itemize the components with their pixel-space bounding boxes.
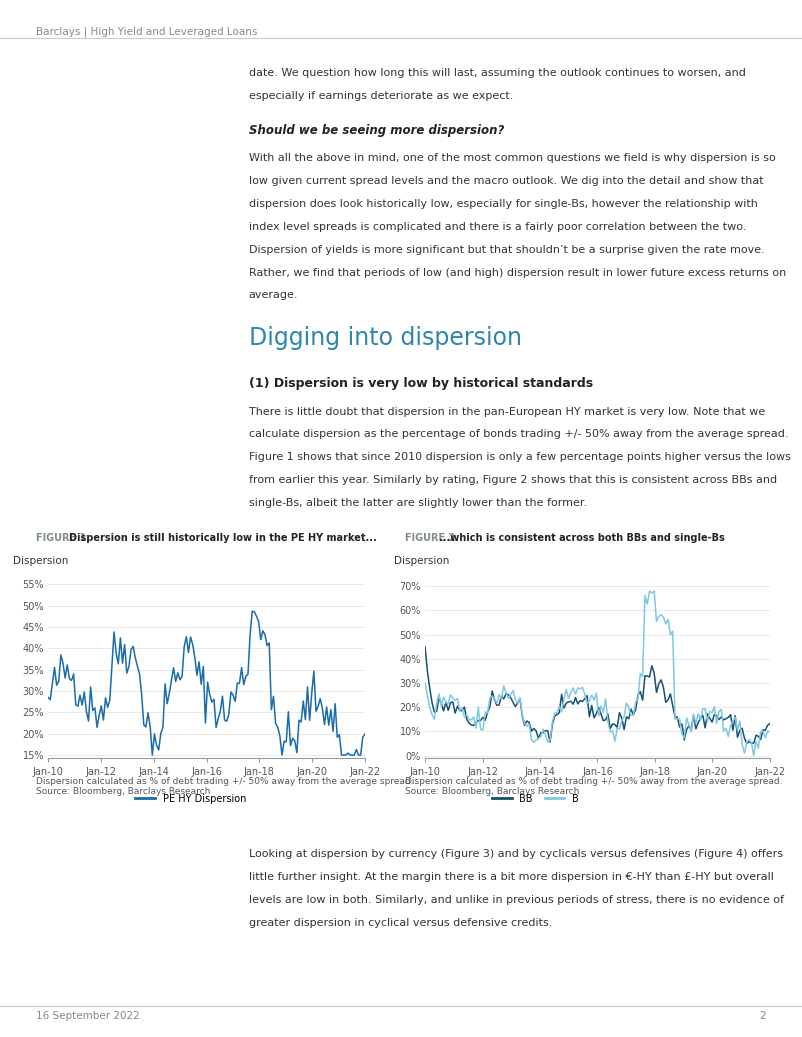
Text: Dispersion of yields is more significant but that shouldn’t be a surprise given : Dispersion of yields is more significant… (249, 245, 764, 255)
Text: little further insight. At the margin there is a bit more dispersion in €-HY tha: little further insight. At the margin th… (249, 872, 773, 882)
Text: Rather, we find that periods of low (and high) dispersion result in lower future: Rather, we find that periods of low (and… (249, 268, 786, 278)
Text: greater dispersion in cyclical versus defensive credits.: greater dispersion in cyclical versus de… (249, 918, 552, 928)
Text: average.: average. (249, 290, 298, 301)
Text: calculate dispersion as the percentage of bonds trading +/- 50% away from the av: calculate dispersion as the percentage o… (249, 429, 788, 440)
Text: 2: 2 (759, 1011, 766, 1021)
Legend: PE HY Dispersion: PE HY Dispersion (132, 790, 250, 808)
Text: low given current spread levels and the macro outlook. We dig into the detail an: low given current spread levels and the … (249, 176, 764, 187)
Text: Barclays | High Yield and Leveraged Loans: Barclays | High Yield and Leveraged Loan… (36, 27, 257, 37)
Text: (1) Dispersion is very low by historical standards: (1) Dispersion is very low by historical… (249, 377, 593, 391)
Text: date. We question how long this will last, assuming the outlook continues to wor: date. We question how long this will las… (249, 68, 746, 79)
Text: FIGURE 1.: FIGURE 1. (36, 533, 94, 543)
Text: Figure 1 shows that since 2010 dispersion is only a few percentage points higher: Figure 1 shows that since 2010 dispersio… (249, 452, 791, 463)
Text: especially if earnings deteriorate as we expect.: especially if earnings deteriorate as we… (249, 91, 513, 102)
Text: Digging into dispersion: Digging into dispersion (249, 326, 521, 349)
Text: single-Bs, albeit the latter are slightly lower than the former.: single-Bs, albeit the latter are slightl… (249, 498, 587, 508)
Text: from earlier this year. Similarly by rating, Figure 2 shows that this is consist: from earlier this year. Similarly by rat… (249, 475, 777, 485)
Text: With all the above in mind, one of the most common questions we field is why dis: With all the above in mind, one of the m… (249, 153, 776, 164)
Legend: BB, B: BB, B (488, 790, 582, 808)
Text: index level spreads is complicated and there is a fairly poor correlation betwee: index level spreads is complicated and t… (249, 222, 746, 232)
Text: Dispersion: Dispersion (14, 556, 69, 566)
Text: Looking at dispersion by currency (Figure 3) and by cyclicals versus defensives : Looking at dispersion by currency (Figur… (249, 849, 783, 860)
Text: FIGURE 2.: FIGURE 2. (405, 533, 463, 543)
Text: Dispersion calculated as % of debt trading +/- 50% away from the average spread.: Dispersion calculated as % of debt tradi… (405, 777, 783, 796)
Text: levels are low in both. Similarly, and unlike in previous periods of stress, the: levels are low in both. Similarly, and u… (249, 895, 784, 905)
Text: There is little doubt that dispersion in the pan-European HY market is very low.: There is little doubt that dispersion in… (249, 407, 765, 417)
Text: Dispersion is still historically low in the PE HY market...: Dispersion is still historically low in … (69, 533, 377, 543)
Text: 16 September 2022: 16 September 2022 (36, 1011, 140, 1021)
Text: Should we be seeing more dispersion?: Should we be seeing more dispersion? (249, 124, 504, 138)
Text: ...which is consistent across both BBs and single-Bs: ...which is consistent across both BBs a… (439, 533, 725, 543)
Text: Dispersion calculated as % of debt trading +/- 50% away from the average spread.: Dispersion calculated as % of debt tradi… (36, 777, 414, 796)
Text: Dispersion: Dispersion (394, 556, 449, 566)
Text: dispersion does look historically low, especially for single-Bs, however the rel: dispersion does look historically low, e… (249, 199, 758, 209)
